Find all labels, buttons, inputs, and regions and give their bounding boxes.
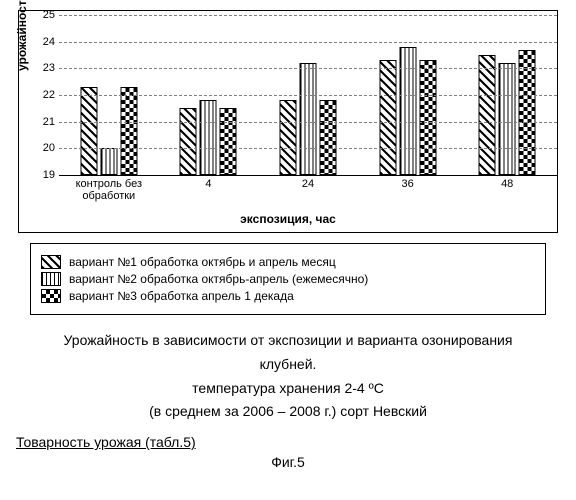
- caption-line: температура хранения 2-4 ºС: [10, 377, 566, 401]
- x-tick-labels: контроль безобработки 4 24 36 48: [59, 178, 557, 210]
- x-tick: 4: [205, 178, 211, 190]
- y-tick: 23: [31, 62, 55, 74]
- y-tick: 19: [31, 169, 55, 181]
- gridline: [59, 122, 557, 123]
- bar: [379, 60, 396, 175]
- gridline: [59, 68, 557, 69]
- caption-line: Урожайность в зависимости от экспозиции …: [10, 329, 566, 353]
- gridline: [59, 148, 557, 149]
- gridline: [59, 15, 557, 16]
- bar: [200, 100, 217, 175]
- x-tick: 24: [302, 178, 314, 190]
- plot-area: 19202122232425: [59, 15, 557, 176]
- bar-group: [379, 47, 436, 175]
- legend-row: вариант №2 обработка октябрь-апрель (еже…: [41, 272, 535, 286]
- gridline: [59, 42, 557, 43]
- x-axis-label: экспозиция, час: [19, 212, 557, 226]
- bar: [300, 63, 317, 175]
- y-tick: 24: [31, 36, 55, 48]
- legend-row: вариант №1 обработка октябрь и апрель ме…: [41, 255, 535, 269]
- legend-swatch: [41, 289, 61, 303]
- bar-group: [280, 63, 337, 175]
- bar: [499, 63, 516, 175]
- chart-container: урожайность, т/га 19202122232425 контрол…: [18, 10, 558, 233]
- table-ref: Товарность урожая (табл.5): [16, 434, 566, 450]
- bar-group: [80, 87, 137, 175]
- caption: Урожайность в зависимости от экспозиции …: [10, 329, 566, 424]
- legend-label: вариант №3 обработка апрель 1 декада: [69, 289, 294, 303]
- bar: [100, 148, 117, 175]
- gridline: [59, 95, 557, 96]
- y-tick: 20: [31, 142, 55, 154]
- legend-row: вариант №3 обработка апрель 1 декада: [41, 289, 535, 303]
- y-tick: 21: [31, 116, 55, 128]
- bar: [80, 87, 97, 175]
- bar-group: [180, 100, 237, 175]
- bar: [280, 100, 297, 175]
- bar: [399, 47, 416, 175]
- y-tick: 25: [31, 9, 55, 21]
- bar: [220, 108, 237, 175]
- x-tick: 36: [401, 178, 413, 190]
- legend: вариант №1 обработка октябрь и апрель ме…: [30, 243, 546, 315]
- bar: [320, 100, 337, 175]
- bar: [180, 108, 197, 175]
- x-tick: контроль безобработки: [76, 178, 142, 202]
- bar: [419, 60, 436, 175]
- legend-swatch: [41, 255, 61, 269]
- caption-line: (в среднем за 2006 – 2008 г.) сорт Невск…: [10, 400, 566, 424]
- x-tick: 48: [501, 178, 513, 190]
- legend-label: вариант №2 обработка октябрь-апрель (еже…: [69, 272, 368, 286]
- caption-line: клубней.: [10, 353, 566, 377]
- y-tick: 22: [31, 89, 55, 101]
- y-axis-label: урожайность, т/га: [15, 0, 29, 71]
- bar: [120, 87, 137, 175]
- legend-label: вариант №1 обработка октябрь и апрель ме…: [69, 255, 336, 269]
- legend-swatch: [41, 272, 61, 286]
- bar: [479, 55, 496, 175]
- figure-number: Фиг.5: [10, 454, 566, 470]
